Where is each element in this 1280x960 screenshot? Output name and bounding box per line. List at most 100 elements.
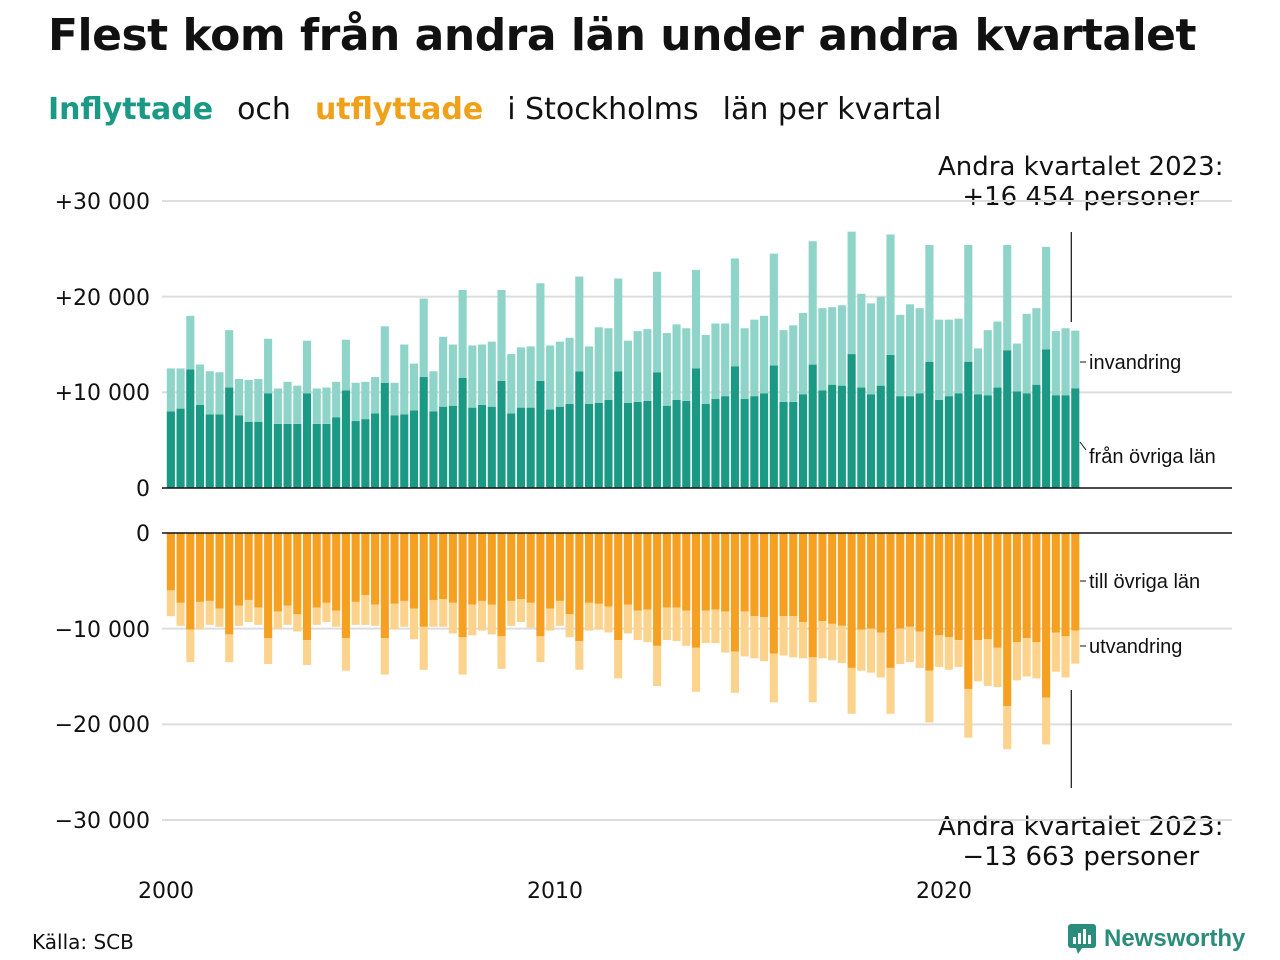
- bar-out-foreign-2002Q1: [244, 599, 253, 622]
- bar-out-domestic-2020Q3: [964, 533, 973, 689]
- bar-out-foreign-2021Q4: [1012, 642, 1021, 681]
- axes: [162, 232, 1232, 788]
- bar-out-domestic-2002Q2: [254, 533, 263, 608]
- bar-out-foreign-2007Q3: [458, 637, 467, 675]
- bar-out-foreign-2007Q2: [448, 602, 457, 634]
- bar-in-domestic-2021Q2: [993, 387, 1002, 488]
- bar-out-foreign-2017Q1: [828, 623, 837, 661]
- bar-out-foreign-2016Q3: [808, 657, 817, 703]
- y-tick-top-10000: +10 000: [55, 381, 150, 406]
- bar-in-domestic-2017Q4: [857, 387, 866, 488]
- subtitle-och: och: [237, 92, 291, 127]
- bar-out-foreign-2006Q2: [409, 608, 419, 640]
- bar-in-foreign-2003Q2: [293, 385, 302, 424]
- bar-out-foreign-2018Q2: [876, 632, 885, 678]
- bar-out-domestic-2015Q4: [779, 533, 788, 617]
- bar-out-domestic-2000Q3: [186, 533, 195, 630]
- bar-out-foreign-2009Q3: [536, 636, 545, 663]
- bar-in-foreign-2001Q3: [225, 330, 234, 388]
- annotation-bottom-line1: Andra kvartalet 2023:: [938, 812, 1224, 842]
- bar-in-domestic-2014Q3: [730, 366, 739, 488]
- bar-in-domestic-2012Q1: [633, 401, 642, 488]
- bar-out-domestic-2009Q4: [546, 533, 555, 609]
- bar-out-domestic-2008Q1: [478, 533, 487, 601]
- outflow-bars: [166, 533, 1080, 750]
- bar-out-domestic-2017Q3: [847, 533, 856, 668]
- subtitle-rest-2: län per kvartal: [722, 92, 942, 127]
- bar-in-foreign-2007Q4: [468, 345, 477, 408]
- bar-out-foreign-2010Q3: [575, 641, 584, 670]
- bar-in-foreign-2005Q4: [390, 382, 399, 416]
- bar-in-foreign-2002Q3: [264, 338, 273, 394]
- bar-in-foreign-2016Q1: [789, 325, 798, 402]
- bar-out-domestic-2007Q4: [468, 533, 477, 605]
- y-tick-bottom-10000: −10 000: [55, 618, 150, 643]
- bar-in-foreign-2014Q2: [721, 323, 730, 397]
- bar-out-domestic-2006Q4: [429, 533, 438, 600]
- bar-in-domestic-2009Q4: [546, 409, 555, 488]
- bar-in-domestic-2006Q3: [419, 377, 428, 488]
- bar-in-foreign-2007Q3: [458, 289, 467, 378]
- annotation-top: Andra kvartalet 2023: +16 454 personer: [938, 152, 1223, 212]
- bar-out-foreign-2020Q3: [964, 688, 973, 738]
- bar-out-foreign-2001Q2: [215, 608, 224, 627]
- bar-out-domestic-2001Q3: [225, 533, 234, 635]
- bar-out-foreign-2012Q1: [633, 610, 642, 641]
- bar-out-foreign-2014Q3: [730, 651, 739, 693]
- bar-out-domestic-2018Q2: [876, 533, 885, 633]
- x-tick-2010: 2010: [527, 879, 583, 904]
- bar-out-domestic-2005Q4: [390, 533, 399, 604]
- bar-out-foreign-2015Q3: [769, 653, 778, 703]
- label-till-ovriga-lan: till övriga län: [1089, 571, 1200, 593]
- bar-out-domestic-2013Q1: [672, 533, 681, 608]
- annotation-bottom-line2: −13 663 personer: [962, 842, 1200, 872]
- bar-out-foreign-2013Q1: [672, 607, 681, 642]
- bar-in-foreign-2000Q4: [195, 364, 205, 405]
- bar-out-domestic-2017Q1: [828, 533, 837, 624]
- subtitle-rest-1: i Stockholms: [507, 92, 699, 127]
- bar-in-domestic-2011Q4: [623, 402, 632, 488]
- bar-in-foreign-2012Q2: [643, 329, 652, 401]
- bar-out-domestic-2009Q3: [536, 533, 545, 637]
- bar-out-foreign-2004Q2: [332, 610, 341, 627]
- bar-in-domestic-2017Q2: [837, 385, 846, 488]
- bar-out-foreign-2007Q1: [439, 599, 448, 627]
- bar-in-foreign-2022Q1: [1022, 313, 1031, 394]
- bar-in-foreign-2014Q1: [711, 323, 720, 400]
- bar-in-foreign-2002Q2: [254, 378, 263, 422]
- bar-out-domestic-2017Q2: [837, 533, 846, 626]
- bar-in-domestic-2001Q2: [215, 414, 224, 488]
- bar-out-domestic-2020Q1: [944, 533, 953, 638]
- bar-in-domestic-2010Q3: [575, 371, 584, 488]
- bar-in-domestic-2000Q3: [186, 369, 195, 488]
- bar-in-domestic-2011Q2: [604, 399, 613, 488]
- bar-in-foreign-2013Q4: [701, 334, 710, 404]
- bar-in-domestic-2023Q1: [1061, 395, 1070, 488]
- bar-out-domestic-2002Q3: [264, 533, 273, 639]
- bar-out-domestic-2012Q1: [633, 533, 642, 611]
- bar-out-foreign-2019Q3: [925, 670, 934, 723]
- bar-out-foreign-2014Q4: [740, 611, 749, 657]
- bar-in-domestic-2009Q2: [526, 407, 535, 488]
- bar-in-foreign-2004Q2: [332, 381, 341, 418]
- bar-in-domestic-2013Q2: [682, 400, 691, 488]
- bar-in-foreign-2015Q1: [750, 319, 759, 397]
- bar-in-foreign-2012Q3: [653, 271, 662, 373]
- bar-out-foreign-2018Q4: [896, 628, 905, 665]
- bar-out-foreign-2010Q2: [565, 614, 574, 638]
- bar-in-domestic-2013Q4: [701, 403, 710, 488]
- bar-out-domestic-2014Q1: [711, 533, 720, 610]
- bar-in-foreign-2017Q1: [828, 307, 837, 385]
- bar-out-foreign-2016Q1: [789, 616, 798, 658]
- annotation-top-line1: Andra kvartalet 2023:: [938, 152, 1224, 182]
- bar-out-domestic-2022Q4: [1051, 533, 1060, 633]
- bar-out-domestic-2003Q4: [312, 533, 321, 608]
- bar-in-domestic-2017Q3: [847, 354, 856, 488]
- bar-in-domestic-2018Q2: [876, 385, 885, 488]
- bar-in-foreign-2002Q4: [273, 388, 282, 424]
- bar-in-domestic-2008Q2: [487, 406, 496, 488]
- bar-in-foreign-2021Q2: [993, 321, 1002, 388]
- bar-out-domestic-2021Q2: [993, 533, 1002, 648]
- bar-out-domestic-2007Q3: [458, 533, 467, 638]
- bar-in-domestic-2018Q4: [896, 396, 905, 488]
